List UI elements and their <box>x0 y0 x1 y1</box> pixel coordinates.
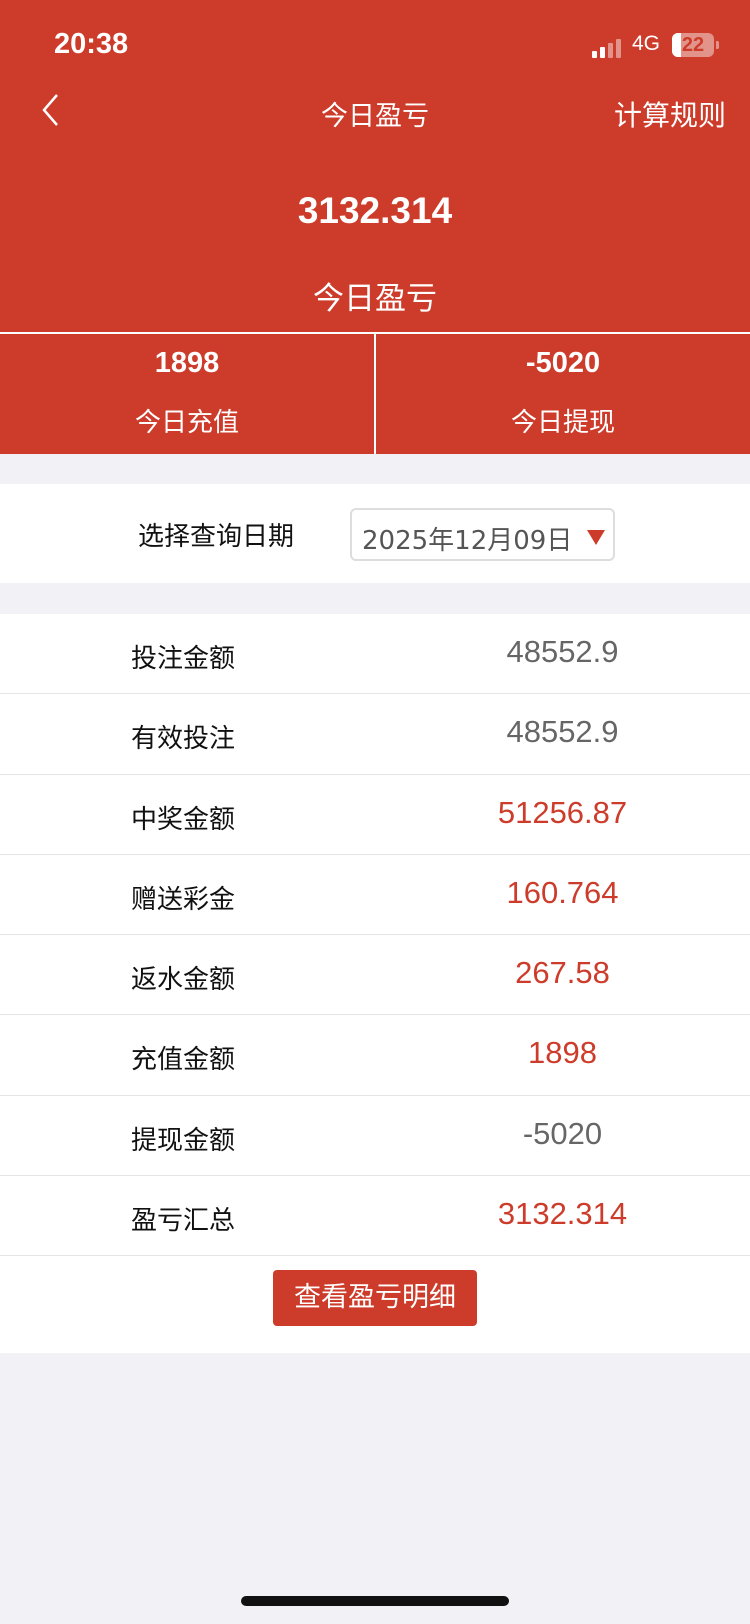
today-profit-value: 3132.314 <box>297 190 453 231</box>
row-label: 盈亏汇总 <box>131 1206 236 1237</box>
row-value: 1898 <box>528 1035 597 1071</box>
date-select[interactable]: 2025年12月09日 <box>350 508 615 561</box>
list-item: 返水金额 267.58 <box>0 935 750 1016</box>
row-label: 提现金额 <box>131 1125 236 1156</box>
status-bar: 20:38 4G 22 <box>0 26 750 66</box>
today-withdraw-label: 今日提现 <box>510 408 615 438</box>
row-value: -5020 <box>522 1115 603 1151</box>
calc-rules-link[interactable]: 计算规则 <box>613 99 726 132</box>
row-value: 160.764 <box>506 874 619 910</box>
today-deposit: 1898 今日充值 <box>0 334 374 454</box>
date-query-label: 选择查询日期 <box>138 522 295 552</box>
view-profit-details-button[interactable]: 查看盈亏明细 <box>273 1270 477 1326</box>
today-profit-label: 今日盈亏 <box>313 281 437 317</box>
date-query-row: 选择查询日期 2025年12月09日 <box>0 484 750 583</box>
battery-level: 22 <box>681 34 705 56</box>
row-value: 51256.87 <box>497 794 628 830</box>
today-deposit-value: 1898 <box>154 347 220 379</box>
list-item: 盈亏汇总 3132.314 <box>0 1176 750 1257</box>
battery-nub <box>716 41 719 49</box>
row-value: 48552.9 <box>506 634 619 669</box>
list-item: 中奖金额 51256.87 <box>0 775 750 855</box>
today-deposit-label: 今日充值 <box>134 408 239 438</box>
today-withdraw: -5020 今日提现 <box>374 334 750 454</box>
row-label: 赠送彩金 <box>131 884 236 915</box>
back-chevron-icon[interactable] <box>40 92 62 128</box>
row-value: 267.58 <box>515 955 610 991</box>
row-label: 中奖金额 <box>131 804 236 835</box>
date-select-value: 2025年12月09日 <box>362 526 573 556</box>
profit-breakdown-list: 投注金额 48552.9 有效投注 48552.9 中奖金额 51256.87 赠送彩金 16… <box>0 614 750 1353</box>
row-value: 3132.314 <box>497 1196 628 1232</box>
signal-icon <box>592 38 621 58</box>
row-label: 充值金额 <box>131 1045 236 1076</box>
row-label: 返水金额 <box>131 965 236 996</box>
battery-icon: 22 <box>672 33 714 57</box>
status-time: 20:38 <box>54 28 129 60</box>
row-label: 有效投注 <box>131 724 236 755</box>
today-withdraw-value: -5020 <box>525 347 601 379</box>
list-item: 充值金额 1898 <box>0 1015 750 1096</box>
row-label: 投注金额 <box>131 644 236 674</box>
home-indicator[interactable] <box>241 1596 509 1606</box>
header: 20:38 4G 22 今日盈亏 计算规则 3132.314 今日盈亏 1898… <box>0 0 750 454</box>
list-item: 有效投注 48552.9 <box>0 694 750 775</box>
deposit-withdraw-summary: 1898 今日充值 -5020 今日提现 <box>0 332 750 454</box>
page-title: 今日盈亏 <box>321 101 429 132</box>
list-item: 提现金额 -5020 <box>0 1096 750 1177</box>
list-item: 赠送彩金 160.764 <box>0 855 750 936</box>
network-type: 4G <box>632 32 661 55</box>
dropdown-triangle-icon <box>587 530 605 545</box>
list-item: 投注金额 48552.9 <box>0 614 750 695</box>
row-value: 48552.9 <box>506 714 619 750</box>
